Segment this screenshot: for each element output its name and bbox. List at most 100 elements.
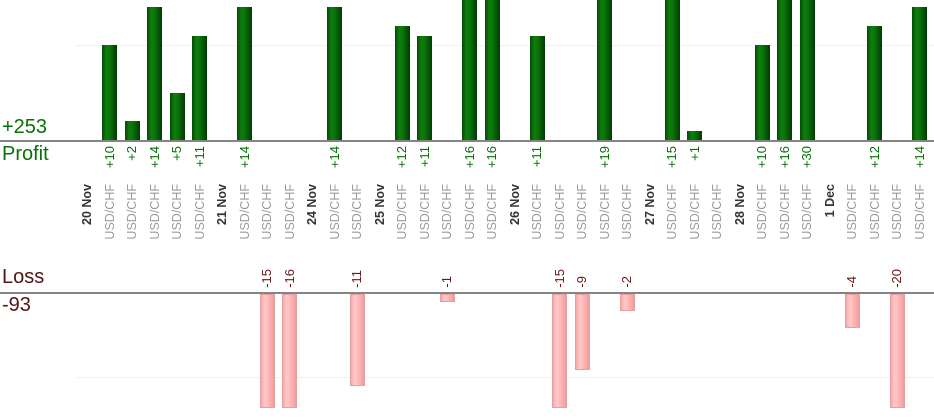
instrument-label: USD/CHF <box>665 184 679 240</box>
instrument-label: USD/CHF <box>417 184 432 240</box>
date-label: 24 Nov <box>305 184 319 225</box>
instrument-label: USD/CHF <box>282 184 297 240</box>
profit-bar[interactable] <box>462 0 477 140</box>
profit-value-label: +14 <box>326 146 342 169</box>
profit-bar[interactable] <box>327 7 342 140</box>
instrument-label: USD/CHF <box>327 184 342 240</box>
loss-value-label: -9 <box>574 276 589 288</box>
loss-bar[interactable] <box>844 294 860 328</box>
instrument-label: USD/CHF <box>147 184 162 240</box>
loss-bar[interactable] <box>552 294 567 408</box>
loss-bar[interactable] <box>439 294 455 303</box>
loss-value-label: -15 <box>551 269 567 288</box>
instrument-label: USD/CHF <box>867 184 882 240</box>
loss-value-label: -20 <box>889 269 904 288</box>
instrument-label: USD/CHF <box>350 184 364 240</box>
profit-bar[interactable] <box>529 35 545 140</box>
loss-bar[interactable] <box>282 294 297 408</box>
profit-value-label: +5 <box>169 146 184 161</box>
profit-value-label: +12 <box>866 146 882 169</box>
profit-value-label: +30 <box>799 146 814 169</box>
profit-axis-line <box>0 140 934 142</box>
profit-value-label: +14 <box>146 146 162 169</box>
profit-gridline <box>76 45 934 46</box>
profit-bar[interactable] <box>417 35 432 140</box>
profit-bar[interactable] <box>687 130 702 140</box>
loss-axis-title: Loss <box>2 266 45 288</box>
profit-value-label: +14 <box>911 146 927 169</box>
profit-bar[interactable] <box>147 7 162 140</box>
profit-bar[interactable] <box>597 0 612 140</box>
date-label: 28 Nov <box>732 184 747 225</box>
profit-value-label: +16 <box>461 146 477 169</box>
instrument-label: USD/CHF <box>395 184 409 240</box>
loss-value-label: -11 <box>349 270 364 288</box>
profit-bar[interactable] <box>484 0 500 140</box>
loss-total-label: -93 <box>2 294 31 316</box>
profit-value-label: +1 <box>686 146 702 161</box>
instrument-label: USD/CHF <box>912 184 927 240</box>
profit-bar[interactable] <box>777 0 792 140</box>
loss-axis-line <box>0 292 934 294</box>
instrument-label: USD/CHF <box>170 184 184 240</box>
profit-bar[interactable] <box>102 45 117 140</box>
instrument-label: USD/CHF <box>462 184 477 240</box>
loss-value-label: -1 <box>439 276 454 288</box>
profit-bar[interactable] <box>664 0 680 140</box>
loss-bar[interactable] <box>619 294 635 311</box>
instrument-label: USD/CHF <box>710 184 724 240</box>
instrument-label: USD/CHF <box>485 184 499 240</box>
profit-value-label: +12 <box>394 146 409 169</box>
instrument-label: USD/CHF <box>192 184 207 240</box>
profit-total-label: +253 <box>2 116 48 138</box>
profit-value-label: +16 <box>776 146 792 169</box>
instrument-label: USD/CHF <box>800 184 814 240</box>
profit-bar[interactable] <box>192 35 207 140</box>
instrument-label: USD/CHF <box>530 184 544 240</box>
profit-bar[interactable] <box>912 7 927 140</box>
profit-value-label: +15 <box>664 146 679 169</box>
profit-bar[interactable] <box>867 26 882 140</box>
instrument-label: USD/CHF <box>597 184 612 240</box>
instrument-label: USD/CHF <box>237 184 252 240</box>
date-label: 1 Dec <box>822 184 837 218</box>
loss-value-label: -2 <box>619 276 634 288</box>
instrument-label: USD/CHF <box>102 184 117 240</box>
profit-bar[interactable] <box>754 45 770 140</box>
profit-value-label: +10 <box>754 146 769 169</box>
instrument-label: USD/CHF <box>890 184 904 240</box>
date-label: 26 Nov <box>507 184 522 225</box>
loss-bar[interactable] <box>349 294 365 387</box>
date-label: 21 Nov <box>215 184 229 225</box>
instrument-label: USD/CHF <box>552 184 567 240</box>
profit-value-label: +11 <box>529 146 544 168</box>
instrument-label: USD/CHF <box>755 184 769 240</box>
profit-axis-title: Profit <box>2 143 49 165</box>
profit-value-label: +11 <box>191 146 207 168</box>
loss-bar[interactable] <box>574 294 590 370</box>
loss-value-label: -4 <box>844 276 859 288</box>
date-label: 27 Nov <box>642 184 657 225</box>
profit-value-label: +16 <box>484 146 499 169</box>
loss-bar[interactable] <box>259 294 275 408</box>
profit-value-label: +2 <box>124 146 139 161</box>
profit-value-label: +10 <box>101 146 117 169</box>
loss-gridline <box>76 377 934 378</box>
profit-value-label: +11 <box>416 146 432 168</box>
loss-value-label: -15 <box>259 269 274 288</box>
instrument-label: USD/CHF <box>687 184 702 240</box>
profit-bar[interactable] <box>237 7 252 140</box>
profit-bar[interactable] <box>124 121 140 140</box>
instrument-label: USD/CHF <box>845 184 859 240</box>
instrument-label: USD/CHF <box>260 184 274 240</box>
profit-bar[interactable] <box>799 0 815 140</box>
date-label: 20 Nov <box>80 184 94 225</box>
loss-bar[interactable] <box>889 294 905 408</box>
profit-value-label: +19 <box>596 146 612 169</box>
profit-bar[interactable] <box>394 26 410 140</box>
loss-value-label: -16 <box>281 269 297 288</box>
instrument-label: USD/CHF <box>440 184 454 240</box>
profit-bar[interactable] <box>169 92 185 140</box>
instrument-label: USD/CHF <box>620 184 634 240</box>
